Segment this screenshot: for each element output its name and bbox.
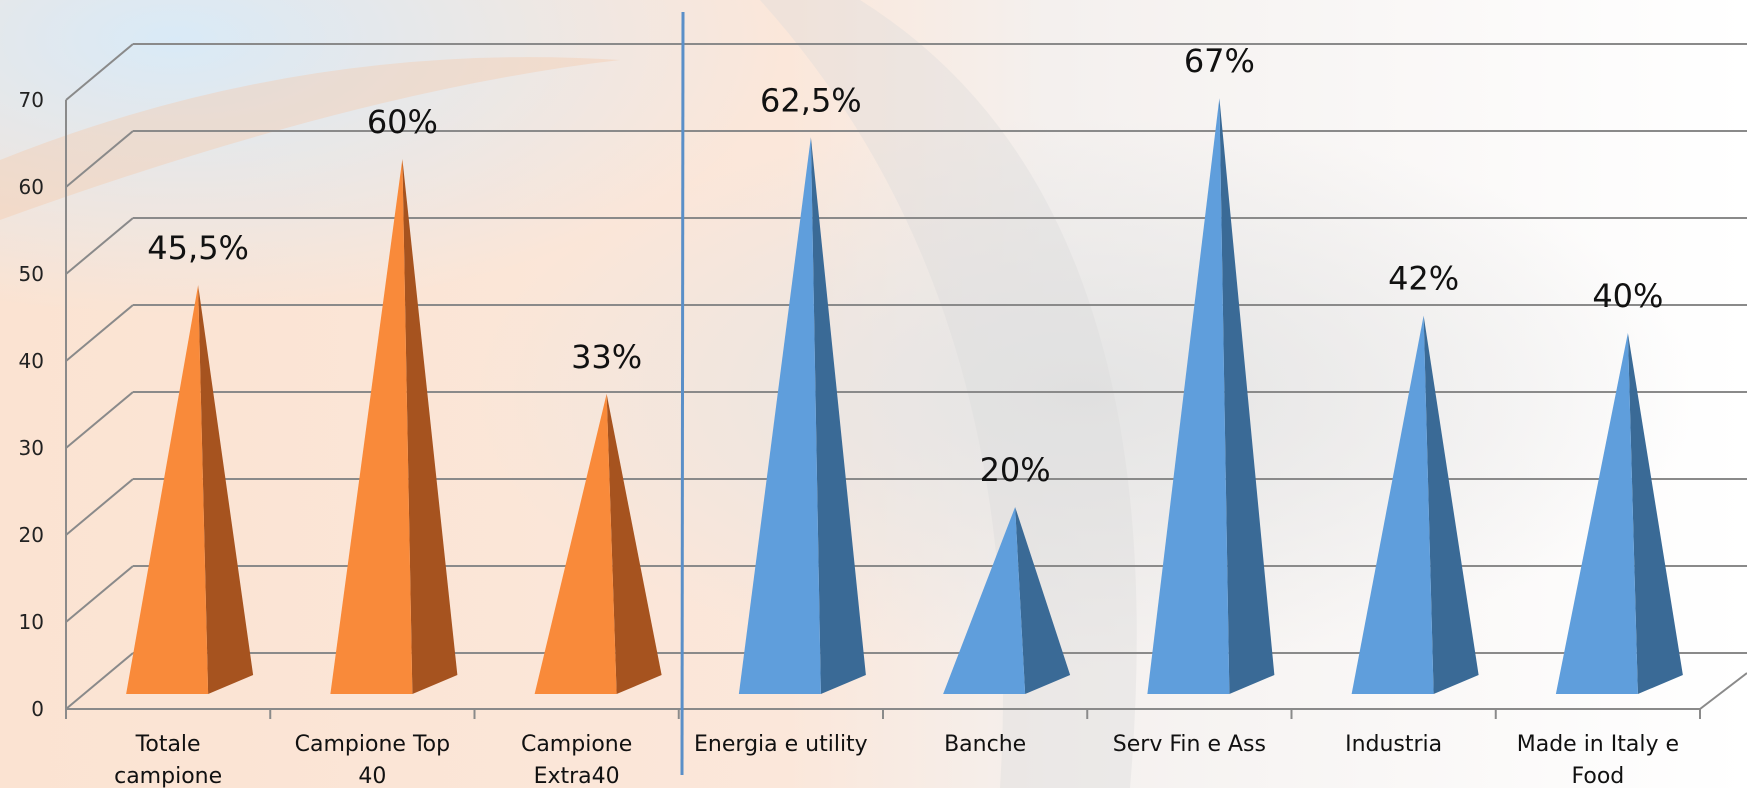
x-category-label: Industria xyxy=(1345,732,1442,757)
bar-3 xyxy=(534,393,662,694)
data-label: 45,5% xyxy=(147,229,249,267)
bar-front-face xyxy=(1555,333,1638,694)
bar-side-face xyxy=(1627,333,1683,694)
bar-front-face xyxy=(1147,98,1230,695)
bar-7 xyxy=(1351,315,1479,694)
gridline-depth xyxy=(65,130,134,188)
gridline-depth xyxy=(65,43,134,101)
x-axis: Totale campione Campione Top 40 Campione Extr… xyxy=(114,732,1679,788)
gridline-depth xyxy=(65,478,134,536)
y-tick-label: 50 xyxy=(19,262,44,286)
gridline-depth xyxy=(65,652,134,710)
bar-4 xyxy=(738,137,866,694)
bar-front-face xyxy=(1351,315,1434,694)
data-label: 42% xyxy=(1388,260,1459,298)
y-tick-label: 30 xyxy=(19,436,44,460)
x-category-label: 40 xyxy=(358,764,386,788)
bar-side-face xyxy=(1423,315,1479,694)
x-category-label: campione xyxy=(114,764,222,788)
group-separator xyxy=(680,11,685,776)
x-category-label: Made in Italy e xyxy=(1517,732,1679,757)
bars xyxy=(126,98,1683,695)
bar-front-face xyxy=(126,285,209,694)
bar-8 xyxy=(1555,333,1683,694)
x-category-label: Totale xyxy=(135,732,201,757)
bar-front-face xyxy=(330,159,413,694)
y-tick-label: 70 xyxy=(19,88,44,112)
bar-2 xyxy=(330,159,458,694)
gridline-depth xyxy=(65,304,134,362)
y-tick-label: 10 xyxy=(19,610,44,634)
data-label: 60% xyxy=(367,103,438,141)
x-category-label: Energia e utility xyxy=(694,732,868,757)
data-label: 62,5% xyxy=(760,81,862,119)
bar-side-face xyxy=(1219,98,1275,695)
bar-side-face xyxy=(606,393,662,694)
bar-5 xyxy=(943,507,1071,694)
x-category-label: Campione xyxy=(521,732,632,757)
data-labels: 45,5% 60% 33% 62,5% 20% 67% 42% 40% xyxy=(147,42,1663,489)
bar-side-face xyxy=(198,285,254,694)
x-category-label: Extra40 xyxy=(534,764,620,788)
bar-side-face xyxy=(402,159,458,694)
y-tick-label: 40 xyxy=(19,349,44,373)
data-label: 67% xyxy=(1184,42,1255,80)
bar-front-face xyxy=(738,137,821,694)
data-label: 20% xyxy=(980,451,1051,489)
bar-1 xyxy=(126,285,254,694)
data-label: 33% xyxy=(571,338,642,376)
grid xyxy=(65,43,1747,719)
bar-side-face xyxy=(1015,507,1071,694)
y-axis: 0 10 20 30 40 50 60 70 xyxy=(19,88,44,721)
gridline-depth xyxy=(65,565,134,623)
bar-side-face xyxy=(810,137,866,694)
y-tick-label: 0 xyxy=(31,697,44,721)
y-tick-label: 60 xyxy=(19,175,44,199)
y-tick-label: 20 xyxy=(19,523,44,547)
x-category-label: Food xyxy=(1571,764,1624,788)
x-category-label: Campione Top xyxy=(295,732,450,757)
x-category-label: Serv Fin e Ass xyxy=(1113,732,1266,757)
x-axis-depth xyxy=(1699,672,1747,710)
bar-front-face xyxy=(943,507,1026,694)
bar-front-face xyxy=(534,393,617,694)
gridline-depth xyxy=(65,217,134,275)
data-label: 40% xyxy=(1592,277,1663,315)
bar-6 xyxy=(1147,98,1275,695)
x-category-label: Banche xyxy=(944,732,1026,757)
gridline-depth xyxy=(65,391,134,449)
